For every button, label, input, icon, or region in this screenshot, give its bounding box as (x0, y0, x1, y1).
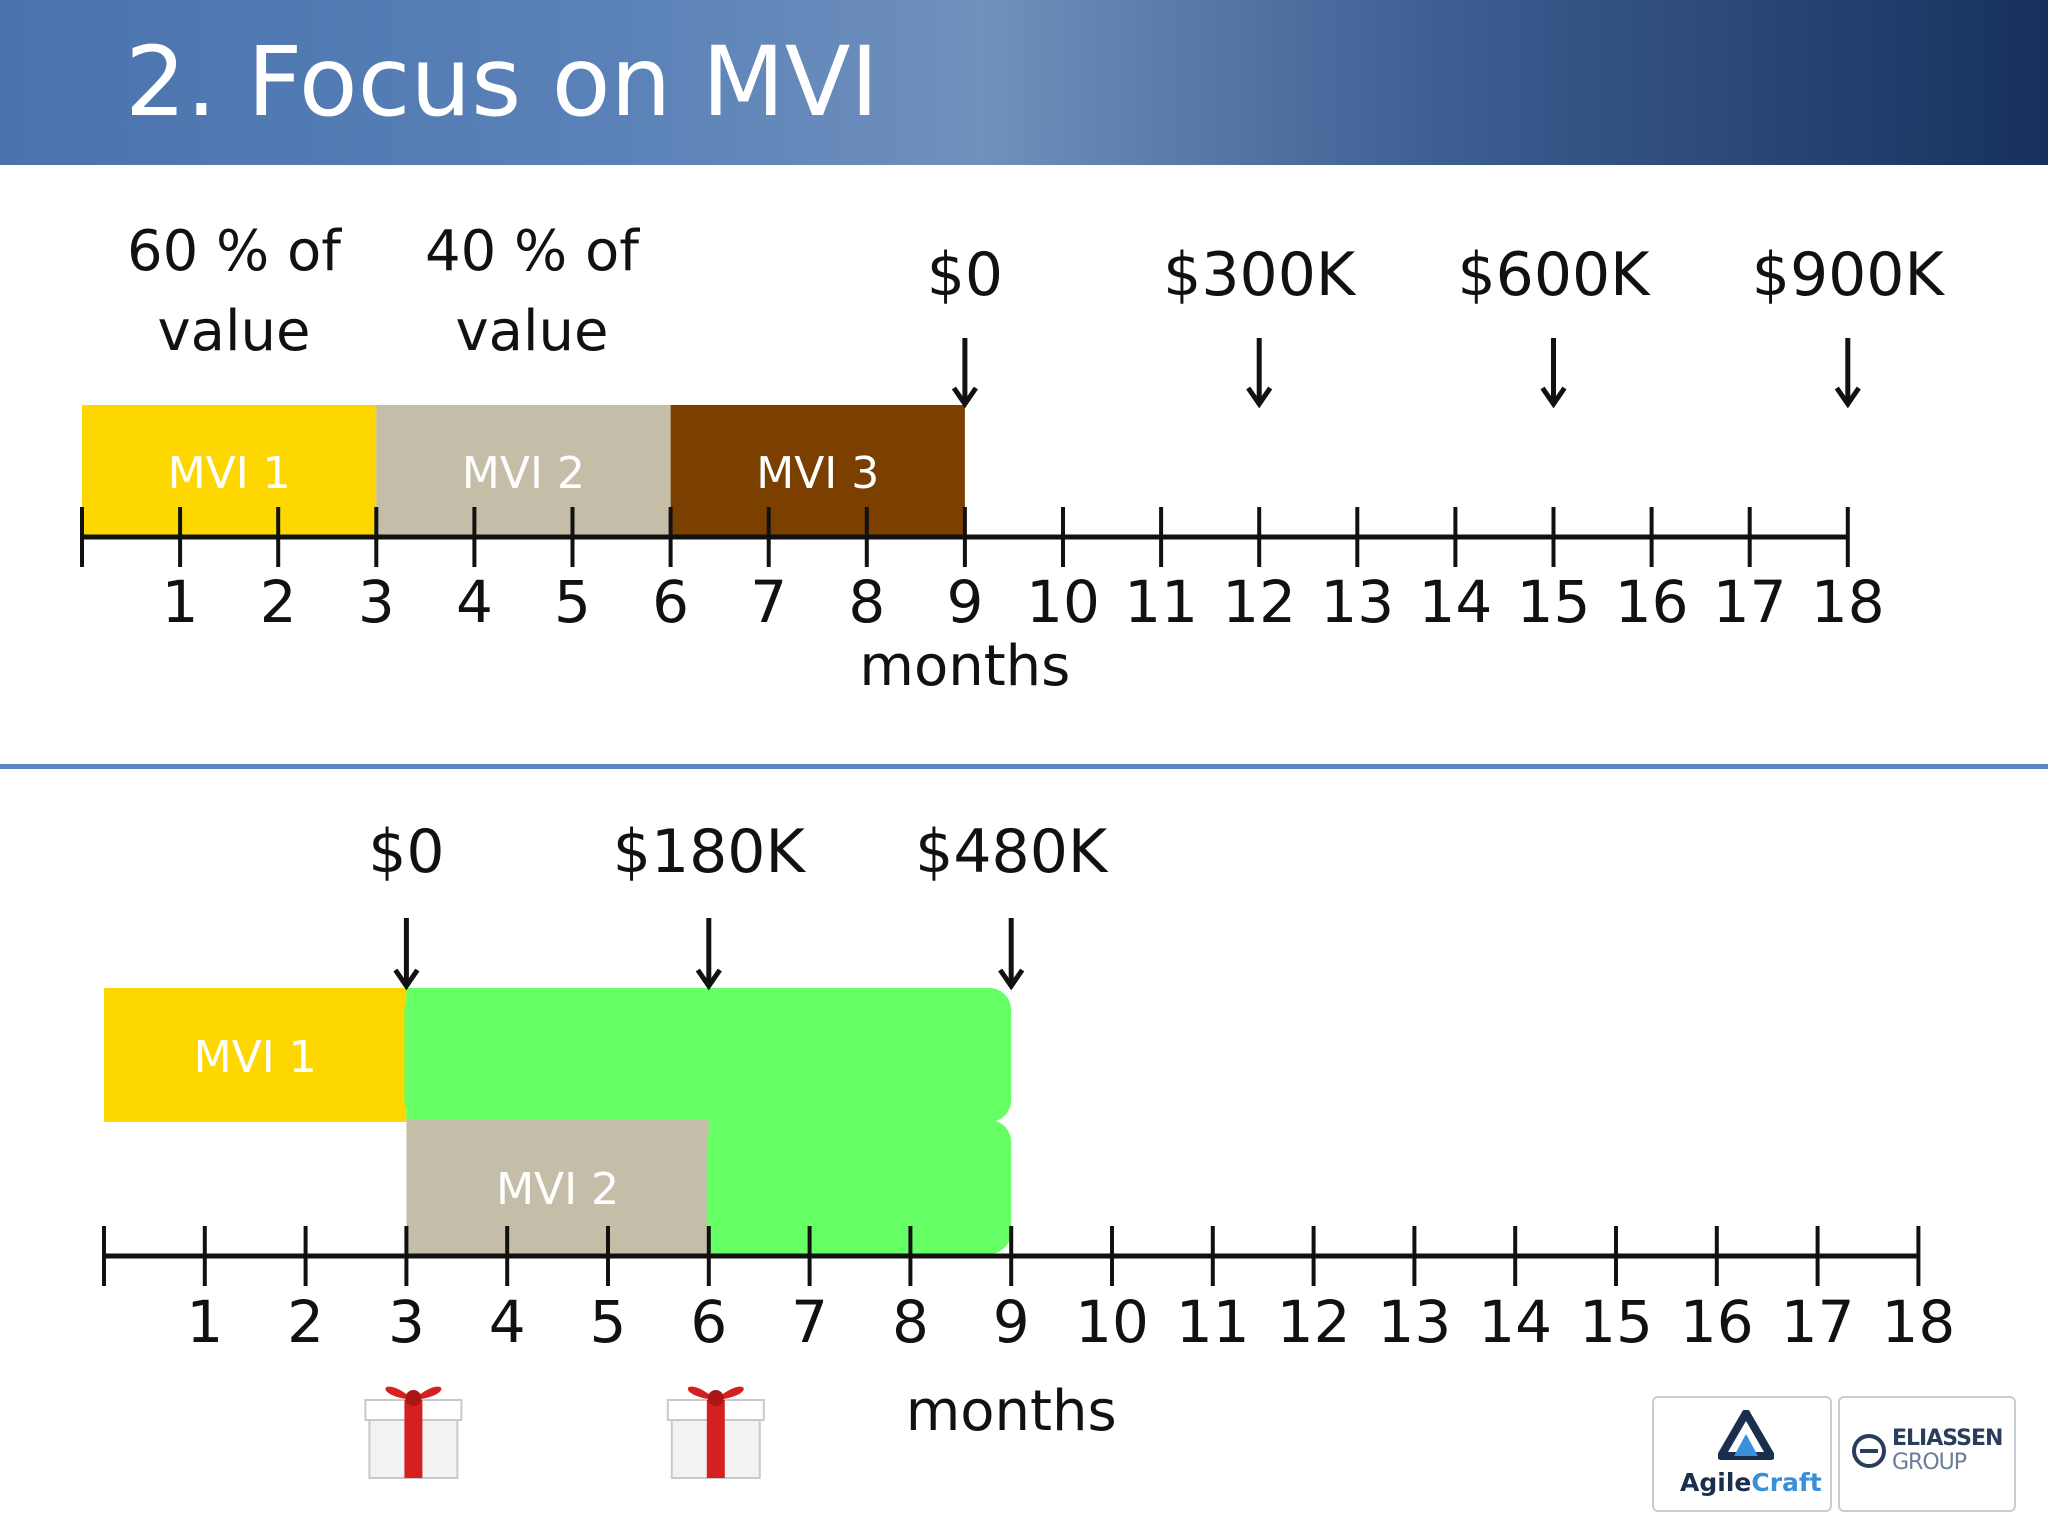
tick-label: 17 (1781, 1288, 1855, 1356)
down-arrow-icon (951, 338, 978, 409)
tick-label: 8 (892, 1288, 929, 1356)
down-arrow-icon (1540, 338, 1567, 409)
triangle-logo-icon (1718, 1410, 1774, 1460)
tick-label: 9 (946, 568, 983, 636)
tick-label: 17 (1713, 568, 1787, 636)
mvi-bar (104, 988, 407, 1122)
tick-label: 16 (1615, 568, 1689, 636)
tick-label: 10 (1075, 1288, 1149, 1356)
tick-label: 11 (1124, 568, 1198, 636)
down-arrow-icon (393, 918, 420, 991)
tick-label: 5 (590, 1288, 627, 1356)
mvi-bar (82, 405, 377, 535)
tick-label: 10 (1026, 568, 1100, 636)
tick-label: 4 (456, 568, 493, 636)
axis-title-months: months (859, 634, 1070, 699)
section-divider (0, 764, 2048, 769)
tick-label: 4 (489, 1288, 526, 1356)
down-arrow-icon (1834, 338, 1861, 409)
circle-e-logo-icon (1852, 1434, 1886, 1468)
tick-label: 1 (186, 1288, 223, 1356)
tick-label: 8 (848, 568, 885, 636)
mvi-bar-label: MVI 2 (496, 1164, 619, 1215)
mvi-bar-label: MVI 2 (462, 448, 585, 499)
tick-label: 7 (750, 568, 787, 636)
value-marker-label: $600K (1457, 240, 1651, 310)
tick-label: 14 (1418, 568, 1492, 636)
tick-label: 18 (1811, 568, 1885, 636)
tick-label: 13 (1320, 568, 1394, 636)
value-marker-label: $300K (1163, 240, 1357, 310)
eliassen-group-logo: ELIASSEN GROUP (1838, 1396, 2016, 1512)
tick-label: 2 (287, 1288, 324, 1356)
tick-label: 1 (162, 568, 199, 636)
tick-label: 18 (1881, 1288, 1955, 1356)
value-share-note: 40 % of (425, 219, 640, 284)
agilecraft-logo: AgileCraft (1652, 1396, 1832, 1512)
mvi-bar-label: MVI 1 (194, 1032, 317, 1083)
mvi-bar (406, 1120, 709, 1254)
tick-label: 11 (1176, 1288, 1250, 1356)
tick-label: 6 (652, 568, 689, 636)
value-share-note: value (456, 299, 609, 364)
down-arrow-icon (695, 918, 722, 991)
agilecraft-logo-suffix: Craft (1751, 1468, 1822, 1497)
eliassen-logo-line2: GROUP (1892, 1450, 1967, 1475)
tick-label: 14 (1478, 1288, 1552, 1356)
value-marker-label: $480K (915, 817, 1109, 887)
tick-label: 6 (690, 1288, 727, 1356)
mvi-bar-label: MVI 3 (756, 448, 879, 499)
value-delivery-bar-edge (406, 988, 437, 1122)
mvi-bar-label: MVI 1 (168, 448, 291, 499)
axis-title-months: months (906, 1379, 1117, 1444)
tick-label: 3 (388, 1288, 425, 1356)
tick-label: 15 (1579, 1288, 1653, 1356)
eliassen-logo-line1: ELIASSEN (1892, 1426, 2003, 1451)
tick-label: 16 (1680, 1288, 1754, 1356)
tick-label: 3 (358, 568, 395, 636)
value-share-note: value (158, 299, 311, 364)
down-arrow-icon (1246, 338, 1273, 409)
gift-icon (364, 1386, 463, 1479)
tick-label: 12 (1277, 1288, 1351, 1356)
tick-label: 12 (1222, 568, 1296, 636)
tick-label: 15 (1517, 568, 1591, 636)
value-delivery-bar (706, 1120, 1012, 1254)
tick-label: 7 (791, 1288, 828, 1356)
mvi-bar (670, 405, 965, 535)
down-arrow-icon (998, 918, 1025, 991)
gift-icon (666, 1386, 765, 1479)
value-marker-label: $180K (613, 817, 807, 887)
tick-label: 13 (1377, 1288, 1451, 1356)
mvi-bar (376, 405, 671, 535)
value-marker-label: $0 (927, 240, 1003, 310)
value-marker-label: $0 (368, 817, 444, 887)
tick-label: 2 (260, 568, 297, 636)
value-delivery-bar-edge (708, 1120, 739, 1254)
agilecraft-logo-prefix: Agile (1680, 1468, 1752, 1497)
value-delivery-bar (404, 988, 1012, 1122)
value-share-note: 60 % of (127, 219, 342, 284)
page-title: 2. Focus on MVI (125, 26, 879, 138)
value-marker-label: $900K (1752, 240, 1946, 310)
tick-label: 5 (554, 568, 591, 636)
title-banner: 2. Focus on MVI (0, 0, 2048, 165)
tick-label: 9 (993, 1288, 1030, 1356)
